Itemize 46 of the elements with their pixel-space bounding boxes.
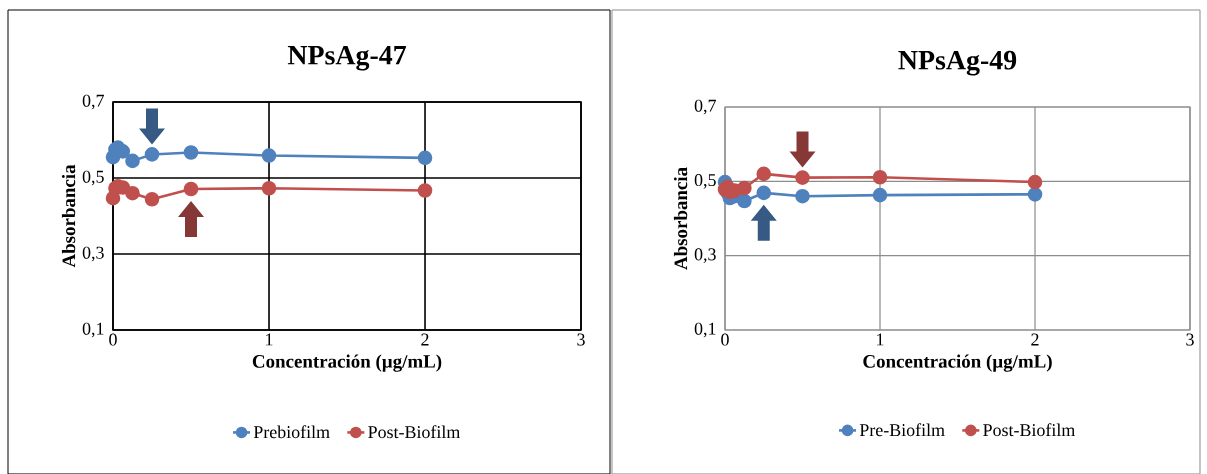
point [1027, 186, 1043, 202]
y-tick-label: 0,7 [82, 94, 104, 110]
point [183, 144, 199, 160]
x-tick-label: 2 [1031, 333, 1039, 346]
point [756, 185, 772, 200]
point [737, 180, 752, 196]
x-tick-label: 2 [421, 333, 429, 346]
x-tick-label: 3 [1186, 333, 1194, 346]
point [417, 150, 433, 165]
y-axis-title: Absorbancia [61, 164, 76, 268]
x-tick-label: 0 [721, 333, 729, 346]
x-tick-label: 0 [109, 333, 117, 346]
x-tick-label: 1 [266, 333, 273, 346]
point [872, 187, 888, 203]
y-tick-label: 0,7 [694, 99, 716, 115]
chart-title: NPsAg-49 [898, 50, 1017, 76]
point [144, 146, 160, 162]
x-axis-title: Concentración (µg/mL) [863, 354, 1052, 372]
point [756, 166, 772, 181]
x-tick-label: 3 [577, 333, 585, 346]
point [872, 169, 888, 185]
y-tick-label: 0,3 [82, 246, 104, 262]
y-tick-label: 0,5 [82, 170, 104, 186]
point [417, 182, 433, 198]
legend-label: Post-Biofilm [368, 425, 461, 438]
x-axis-title: Concentración (µg/mL) [252, 354, 442, 372]
point [795, 170, 810, 185]
y-tick-label: 0,1 [82, 322, 104, 338]
y-tick-label: 0,5 [694, 173, 716, 189]
point [183, 181, 199, 197]
y-axis-title: Absorbancia [673, 167, 688, 270]
y-tick-label: 0,1 [694, 322, 716, 338]
chart-title: NPsAg-47 [287, 45, 406, 71]
legend-label: Post-Biofilm [983, 423, 1076, 436]
point [795, 188, 810, 204]
point [125, 185, 140, 201]
legend-label: Prebiofilm [253, 425, 330, 438]
y-tick-label: 0,3 [694, 248, 716, 263]
point [261, 148, 277, 163]
legend-label: Pre-Biofilm [859, 423, 945, 436]
point [737, 193, 752, 209]
point [261, 180, 277, 196]
x-tick-label: 1 [877, 333, 884, 346]
point [1027, 174, 1043, 190]
point [125, 153, 140, 168]
point [144, 191, 160, 207]
